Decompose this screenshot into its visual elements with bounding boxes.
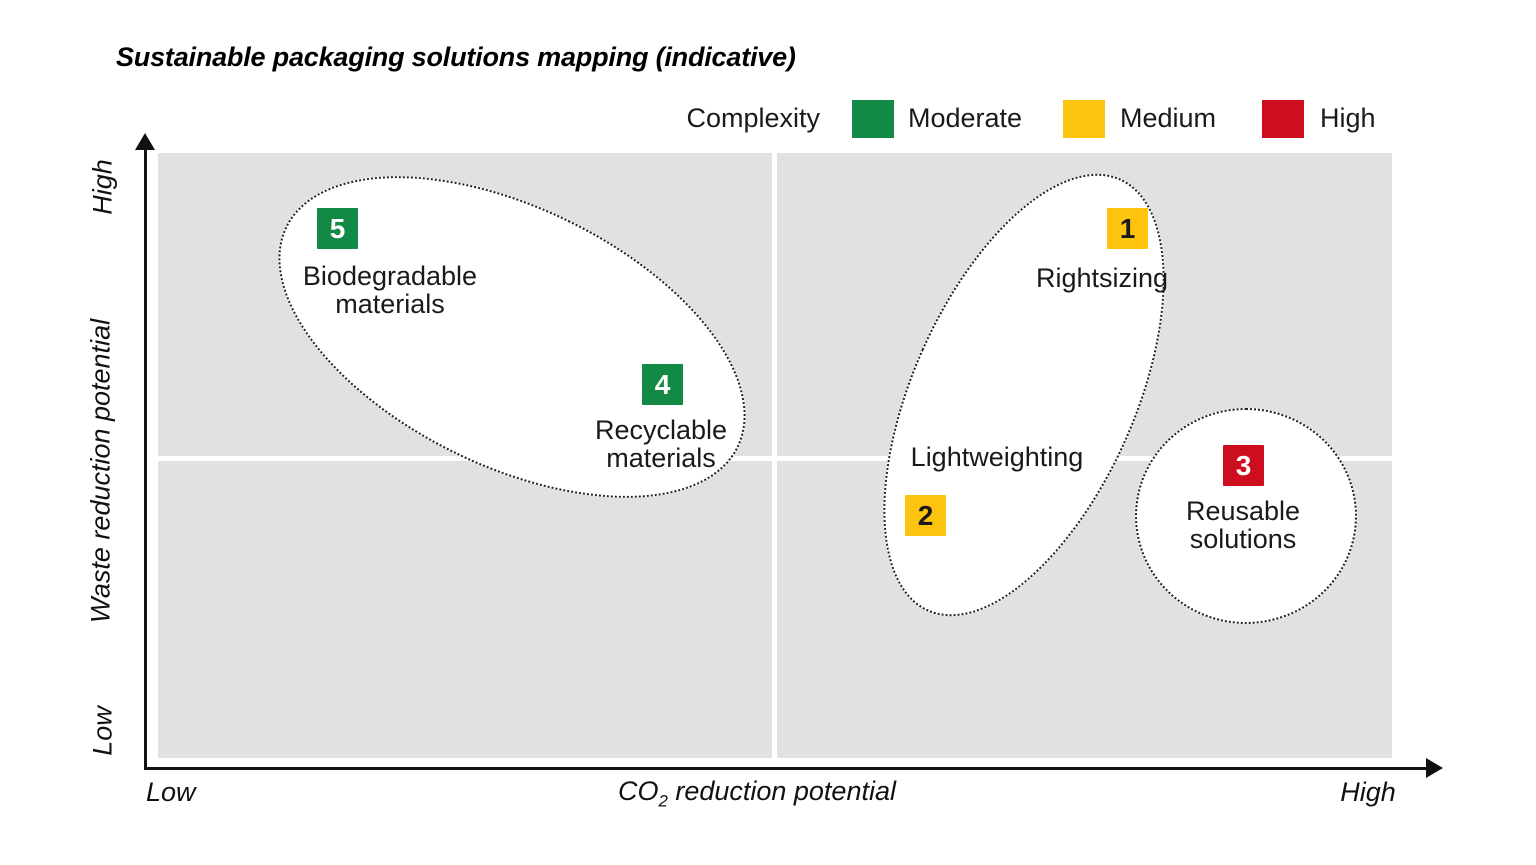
y-axis-title: Waste reduction potential <box>85 318 116 624</box>
quadrant-divider-horizontal <box>158 456 1392 461</box>
label-line: Recyclable <box>594 415 728 445</box>
legend-label-moderate: Moderate <box>908 103 1023 133</box>
legend-swatch-medium <box>1063 100 1105 138</box>
marker-2-lightweighting: 2 <box>905 495 946 536</box>
x-axis-min-label: Low <box>146 777 196 807</box>
legend-label-high: High <box>1320 103 1376 133</box>
label-reusable-solutions: Reusable solutions <box>1143 497 1343 553</box>
x-axis-title-subscript: 2 <box>658 791 668 811</box>
legend-swatch-moderate <box>852 100 894 138</box>
marker-3-reusable-solutions: 3 <box>1223 445 1264 486</box>
label-line: Reusable <box>1185 496 1301 526</box>
label-line: solutions <box>1189 524 1297 554</box>
label-line: materials <box>335 289 445 319</box>
x-axis-max-label: High <box>1340 777 1396 807</box>
legend-title: Complexity <box>686 103 820 133</box>
label-biodegradable-materials: Biodegradable materials <box>270 262 510 318</box>
x-axis-title: CO2 reduction potential <box>618 776 896 811</box>
y-axis-max-label: High <box>87 159 118 215</box>
label-line: Biodegradable <box>302 261 478 291</box>
y-axis-arrow-icon <box>135 133 155 150</box>
label-rightsizing: Rightsizing <box>1000 264 1204 292</box>
y-axis-line <box>144 150 147 770</box>
x-axis-title-post: reduction potential <box>667 776 896 806</box>
x-axis-title-pre: CO <box>618 776 659 806</box>
legend-label-medium: Medium <box>1120 103 1217 133</box>
legend-swatch-high <box>1262 100 1304 138</box>
x-axis-arrow-icon <box>1426 758 1443 778</box>
quadrant-divider-vertical <box>772 153 777 758</box>
marker-4-recyclable-materials: 4 <box>642 364 683 405</box>
label-line: Lightweighting <box>910 442 1084 472</box>
label-line: materials <box>606 443 716 473</box>
marker-1-rightsizing: 1 <box>1107 208 1148 249</box>
x-axis-line <box>144 767 1428 770</box>
chart-title: Sustainable packaging solutions mapping … <box>116 42 796 72</box>
label-lightweighting: Lightweighting <box>879 443 1115 471</box>
label-recyclable-materials: Recyclable materials <box>561 416 761 472</box>
marker-5-biodegradable-materials: 5 <box>317 208 358 249</box>
y-axis-min-label: Low <box>87 706 118 756</box>
label-line: Rightsizing <box>1035 263 1169 293</box>
cluster-circle-reusable <box>1135 408 1357 624</box>
